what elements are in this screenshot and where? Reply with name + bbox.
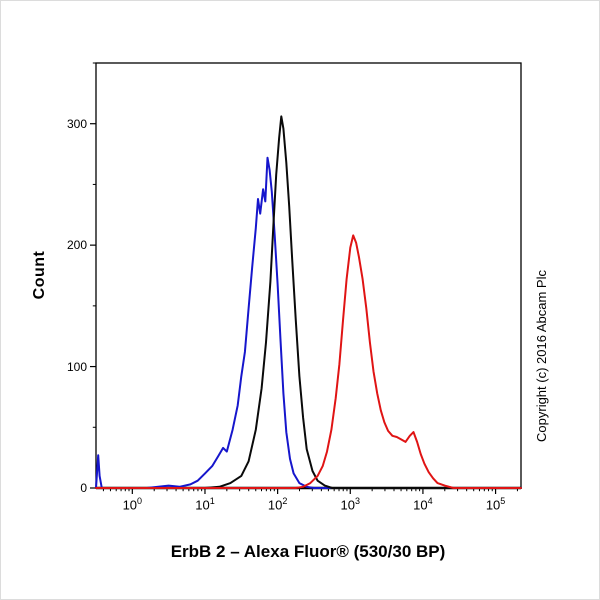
x-tick-label: 102	[267, 496, 288, 513]
x-tick-label: 104	[413, 496, 433, 513]
y-tick-label: 300	[66, 116, 87, 131]
y-tick-label: 0	[80, 481, 87, 495]
x-tick-label: 101	[195, 496, 215, 513]
copyright-text: Copyright (c) 2016 Abcam Plc	[534, 270, 549, 442]
x-tick-label: 105	[485, 496, 506, 513]
x-tick-label: 103	[340, 496, 360, 513]
chart-title: ErbB 2 – Alexa Fluor® (530/30 BP)	[170, 542, 446, 561]
y-axis-title: Count	[31, 250, 48, 300]
x-tick-label: 100	[122, 496, 143, 513]
black-curve	[95, 115, 522, 489]
red-curve	[95, 234, 522, 489]
blue-curve	[95, 156, 522, 489]
y-tick-label: 100	[66, 359, 87, 374]
y-tick-label: 200	[66, 238, 87, 253]
